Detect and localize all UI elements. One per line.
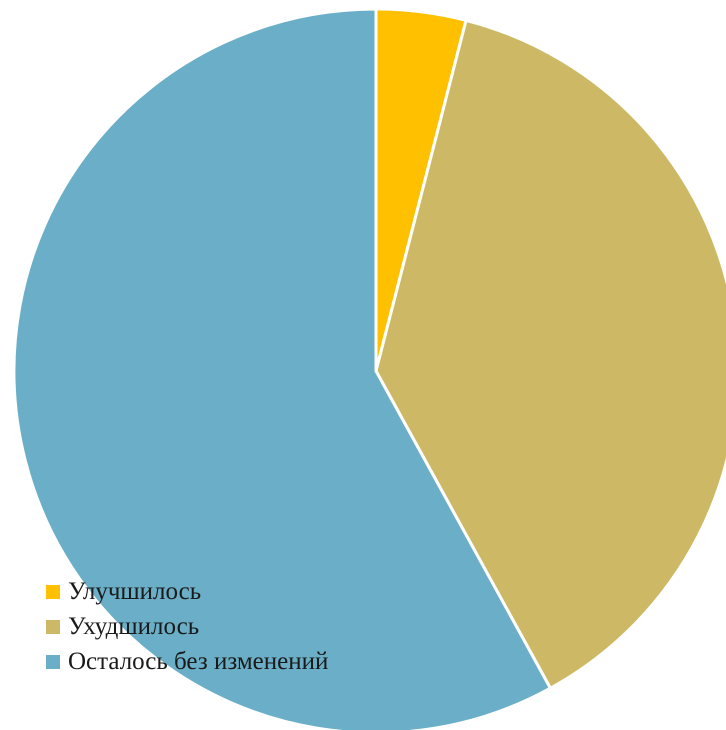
legend-swatch-worsened: [46, 619, 60, 634]
pie-slice-unchanged: [12, 7, 552, 730]
legend-item-worsened: Ухудшилось: [46, 609, 328, 644]
legend-label-unchanged: Осталось без изменений: [68, 647, 329, 675]
legend-label-worsened: Ухудшилось: [68, 612, 200, 640]
legend-swatch-improved: [46, 584, 60, 599]
pie-slice-worsened: [374, 18, 726, 690]
legend-swatch-unchanged: [46, 654, 60, 669]
pie-slices: [12, 7, 726, 730]
legend-item-improved: Улучшилось: [46, 574, 328, 609]
legend-label-improved: Улучшилось: [68, 577, 202, 605]
legend-item-unchanged: Осталось без изменений: [46, 644, 328, 679]
legend: Улучшилось Ухудшилось Осталось без измен…: [46, 574, 328, 679]
